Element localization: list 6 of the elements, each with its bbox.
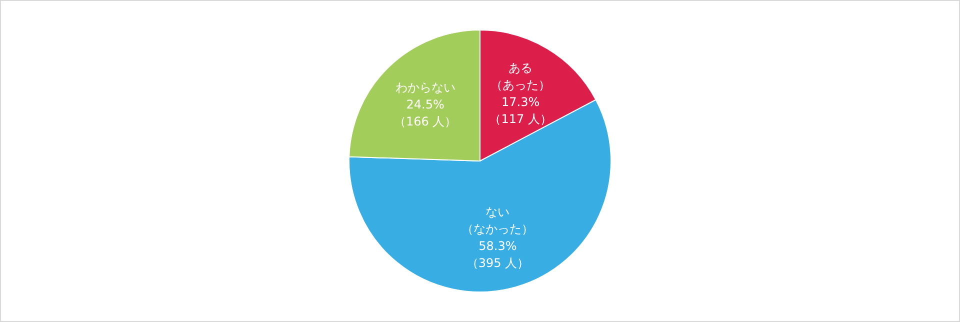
- slice-label: ある（あった）: [490, 61, 551, 92]
- data-label: 24.5%（166 人）: [394, 98, 457, 129]
- slice-label: ない（なかった）: [462, 205, 534, 236]
- slice-label: わからない: [395, 80, 456, 95]
- data-label: 17.3%（117 人）: [489, 95, 552, 126]
- data-label: 58.3%（395 人）: [466, 239, 530, 270]
